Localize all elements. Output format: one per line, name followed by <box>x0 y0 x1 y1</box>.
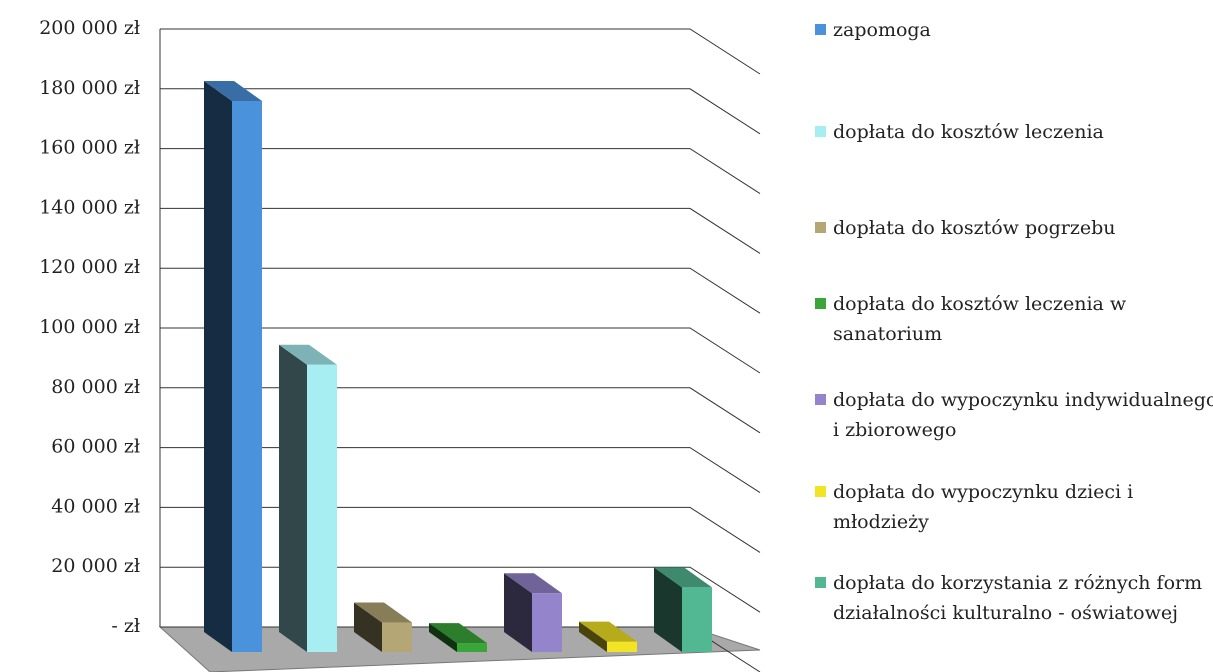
legend-entry: zapomoga <box>815 15 1213 45</box>
legend-entry: dopłata do wypoczynku indywidualnego i z… <box>815 385 1213 445</box>
bar-side <box>204 80 232 653</box>
bar-side <box>354 602 382 652</box>
bar-top <box>204 80 262 101</box>
legend-label: dopłata do kosztów leczenia w sanatorium <box>833 293 1127 345</box>
legend-swatch <box>815 577 826 588</box>
bar-side <box>279 344 307 652</box>
bar-side <box>579 621 607 652</box>
y-tick-label: 100 000 zł <box>39 316 140 338</box>
bar <box>279 344 337 652</box>
legend-entry: dopłata do kosztów leczenia <box>815 117 1213 147</box>
bar-top <box>504 573 562 594</box>
bar-side <box>429 623 457 652</box>
legend-label: dopłata do wypoczynku dzieci i młodzieży <box>833 481 1134 533</box>
bar-top <box>429 623 487 644</box>
bar <box>429 623 487 652</box>
grid-line <box>160 148 761 195</box>
y-tick-label: - zł <box>111 615 140 637</box>
bar <box>354 602 412 652</box>
y-tick-label: 180 000 zł <box>39 77 140 99</box>
y-tick-label: 160 000 zł <box>39 137 140 159</box>
legend-swatch <box>815 394 826 405</box>
bar-front <box>607 641 637 652</box>
legend-swatch <box>815 222 826 233</box>
y-tick-label: 20 000 zł <box>51 555 140 577</box>
bar-front <box>532 593 562 652</box>
grid-line <box>160 207 761 254</box>
bar <box>654 567 712 652</box>
legend-swatch <box>815 298 826 309</box>
legend-entry: dopłata do kosztów pogrzebu <box>815 213 1213 243</box>
legend-label: dopłata do kosztów leczenia <box>833 121 1104 143</box>
legend-entry: dopłata do korzystania z różnych form dz… <box>815 568 1213 628</box>
grid-line <box>160 327 761 374</box>
bar-front <box>382 622 412 652</box>
bar-side <box>654 567 682 652</box>
legend-label: dopłata do korzystania z różnych form dz… <box>833 572 1203 624</box>
bar-top <box>579 621 637 642</box>
y-tick-label: 120 000 zł <box>39 256 140 278</box>
grid-line <box>160 267 761 314</box>
bar-front <box>682 587 712 652</box>
y-tick-label: 60 000 zł <box>51 436 140 458</box>
grid-line <box>160 28 761 75</box>
legend-entry: dopłata do kosztów leczenia w sanatorium <box>815 289 1213 349</box>
bar-side <box>504 573 532 652</box>
bar-front <box>457 643 487 652</box>
legend-label: dopłata do wypoczynku indywidualnego i z… <box>833 389 1213 441</box>
legend-label: zapomoga <box>833 19 931 41</box>
y-tick-label: 40 000 zł <box>51 495 140 517</box>
legend-label: dopłata do kosztów pogrzebu <box>833 217 1116 239</box>
bar-front <box>232 100 262 653</box>
bar <box>504 573 562 652</box>
bar <box>579 621 637 652</box>
bar <box>204 80 262 653</box>
legend-swatch <box>815 486 826 497</box>
y-tick-label: 140 000 zł <box>39 196 140 218</box>
y-tick-label: 80 000 zł <box>51 376 140 398</box>
legend-swatch <box>815 126 826 137</box>
legend-swatch <box>815 24 826 35</box>
bar-top <box>654 567 712 588</box>
grid-line <box>160 88 761 135</box>
bar-top <box>279 344 337 365</box>
bar-front <box>307 364 337 652</box>
bar-top <box>354 602 412 623</box>
legend-entry: dopłata do wypoczynku dzieci i młodzieży <box>815 477 1213 537</box>
y-tick-label: 200 000 zł <box>39 17 140 39</box>
